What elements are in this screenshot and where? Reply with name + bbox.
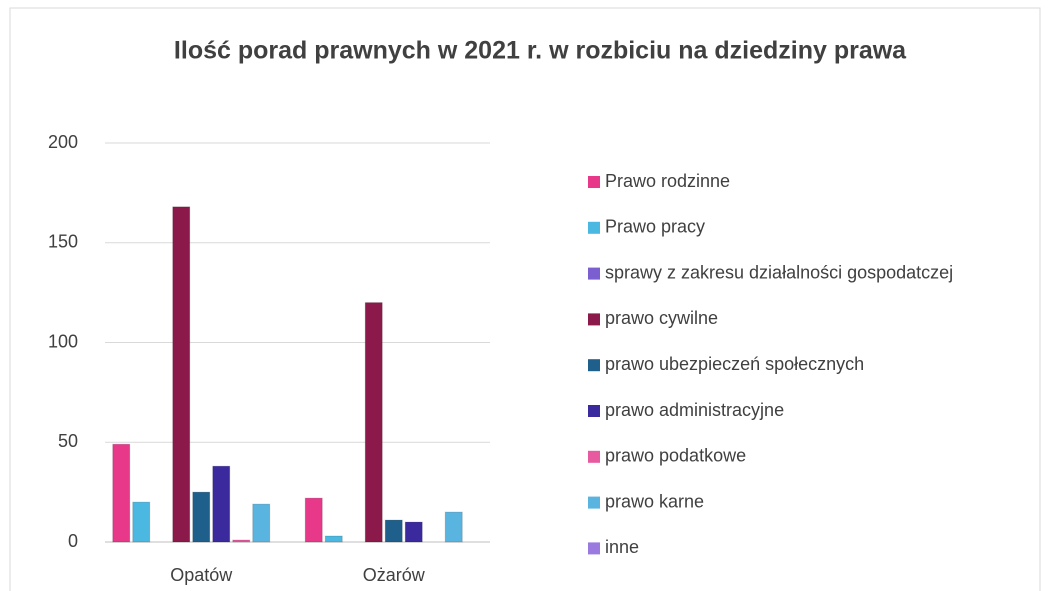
legend-label: prawo karne	[605, 491, 704, 511]
legend-swatch	[588, 496, 600, 509]
bar	[172, 206, 191, 543]
chart-title: Ilość porad prawnych w 2021 r. w rozbici…	[174, 37, 907, 65]
bar	[232, 539, 251, 543]
chart-frame	[9, 7, 1041, 591]
legend-label: inne	[605, 537, 639, 557]
legend-label: prawo cywilne	[605, 308, 718, 328]
legend-swatch	[588, 405, 600, 417]
legend-label: prawo administracyjne	[605, 400, 784, 420]
y-tick-label: 200	[48, 132, 78, 152]
legend-swatch	[588, 359, 600, 372]
y-tick-label: 150	[48, 232, 78, 252]
bar	[384, 519, 403, 543]
x-tick-label: Opatów	[170, 565, 233, 585]
bar	[252, 503, 271, 543]
y-tick-label: 50	[58, 431, 78, 451]
x-tick-label: Ożarów	[363, 565, 426, 585]
legend-label: prawo podatkowe	[605, 446, 746, 466]
bar	[304, 497, 323, 543]
y-tick-label: 0	[68, 531, 78, 551]
legend-label: prawo ubezpieczeń społecznych	[605, 354, 864, 374]
bar	[404, 521, 423, 543]
legend-swatch	[588, 450, 600, 463]
bar	[364, 302, 383, 543]
bar	[132, 501, 151, 543]
y-tick-label: 100	[48, 331, 78, 351]
legend-swatch	[588, 313, 600, 326]
bar	[112, 443, 131, 543]
legend-swatch	[588, 542, 600, 555]
bar	[324, 535, 343, 543]
bar	[212, 465, 231, 543]
legend-label: Prawo pracy	[605, 217, 705, 237]
bar	[192, 491, 211, 543]
bar	[444, 511, 463, 543]
legend-label: Prawo rodzinne	[605, 171, 730, 191]
legend-swatch	[588, 221, 600, 234]
legend-label: sprawy z zakresu działalności gospodatcz…	[605, 262, 953, 282]
legend-swatch	[588, 267, 600, 280]
legend-swatch	[588, 176, 600, 188]
